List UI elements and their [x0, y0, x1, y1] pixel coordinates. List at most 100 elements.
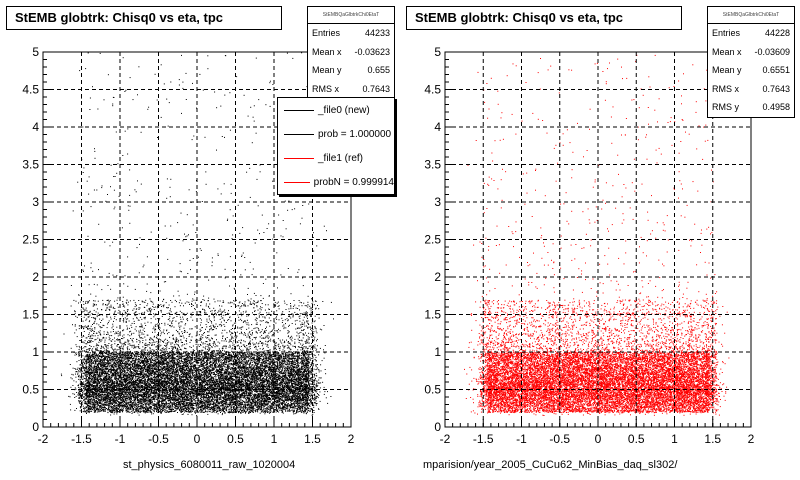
scatter-point [249, 340, 251, 342]
scatter-point [116, 378, 118, 380]
scatter-point [129, 335, 131, 337]
scatter-point [115, 401, 117, 403]
scatter-point [324, 345, 326, 346]
scatter-point [127, 369, 129, 371]
scatter-point [296, 388, 298, 390]
scatter-point [271, 310, 273, 312]
scatter-point [195, 335, 197, 337]
scatter-point [199, 350, 201, 351]
scatter-point [255, 302, 257, 304]
scatter-point [275, 385, 277, 386]
scatter-point [124, 306, 126, 308]
scatter-point [184, 381, 185, 383]
scatter-point [222, 350, 224, 351]
scatter-point [233, 303, 235, 305]
scatter-point [274, 350, 276, 352]
scatter-point [117, 389, 119, 391]
scatter-point [90, 367, 92, 369]
scatter-point [89, 402, 91, 404]
scatter-point [83, 407, 85, 409]
scatter-point [303, 381, 305, 383]
scatter-point [101, 396, 103, 398]
scatter-point [82, 365, 84, 367]
scatter-point [130, 344, 132, 346]
scatter-point [183, 352, 185, 354]
scatter-point [89, 329, 91, 331]
scatter-point [94, 335, 96, 337]
scatter-point [102, 397, 104, 399]
scatter-point [129, 344, 131, 346]
scatter-point [196, 379, 198, 381]
scatter-point [84, 363, 86, 365]
scatter-point [213, 355, 215, 357]
scatter-point [191, 314, 193, 316]
scatter-point [224, 277, 226, 279]
scatter-point [189, 383, 191, 385]
scatter-point [247, 335, 249, 337]
scatter-point [224, 325, 226, 327]
scatter-point [68, 395, 70, 397]
scatter-point [309, 410, 311, 412]
scatter-point [108, 306, 110, 308]
scatter-point [141, 300, 143, 302]
scatter-point [112, 383, 114, 385]
scatter-point [319, 391, 321, 393]
scatter-point [145, 397, 147, 399]
scatter-point [139, 386, 141, 388]
scatter-point [99, 360, 101, 362]
scatter-point [150, 393, 152, 395]
scatter-point [207, 413, 209, 415]
scatter-point [82, 172, 84, 173]
scatter-point [151, 392, 153, 394]
scatter-point [271, 384, 273, 386]
scatter-point [223, 400, 224, 402]
scatter-point [307, 338, 309, 340]
scatter-point [173, 390, 174, 392]
scatter-point [147, 344, 149, 345]
scatter-point [107, 347, 109, 349]
scatter-point [152, 367, 154, 369]
scatter-point [224, 359, 226, 361]
scatter-point [175, 312, 177, 314]
scatter-point [191, 336, 193, 338]
scatter-point [122, 303, 124, 305]
scatter-point [83, 310, 85, 312]
scatter-point [290, 308, 292, 310]
scatter-point [87, 374, 89, 375]
scatter-point [174, 393, 176, 395]
scatter-point [124, 91, 126, 92]
scatter-point [70, 409, 72, 411]
scatter-point [282, 404, 283, 406]
scatter-point [113, 349, 115, 351]
scatter-point [240, 328, 242, 330]
scatter-point [145, 342, 147, 344]
scatter-point [122, 390, 124, 392]
scatter-point [191, 358, 193, 360]
scatter-point [213, 395, 215, 397]
scatter-point [245, 346, 247, 348]
scatter-point [136, 366, 138, 368]
scatter-point [168, 348, 170, 349]
scatter-point [268, 358, 270, 360]
scatter-point [87, 370, 89, 372]
scatter-point [125, 393, 127, 395]
scatter-point [87, 373, 89, 375]
scatter-point [193, 378, 195, 380]
scatter-point [301, 52, 303, 54]
scatter-point [160, 344, 162, 346]
scatter-point [232, 324, 234, 326]
scatter-point [274, 301, 276, 303]
scatter-point [222, 335, 224, 337]
scatter-point [221, 407, 223, 409]
scatter-point [290, 395, 292, 397]
scatter-point [281, 391, 283, 393]
scatter-point [166, 351, 168, 353]
scatter-point [117, 372, 119, 374]
scatter-point [178, 333, 180, 335]
scatter-point [195, 403, 196, 404]
scatter-point [153, 404, 154, 406]
scatter-point [318, 354, 320, 356]
scatter-point [83, 342, 85, 344]
scatter-point [257, 309, 259, 311]
scatter-point [202, 299, 204, 300]
